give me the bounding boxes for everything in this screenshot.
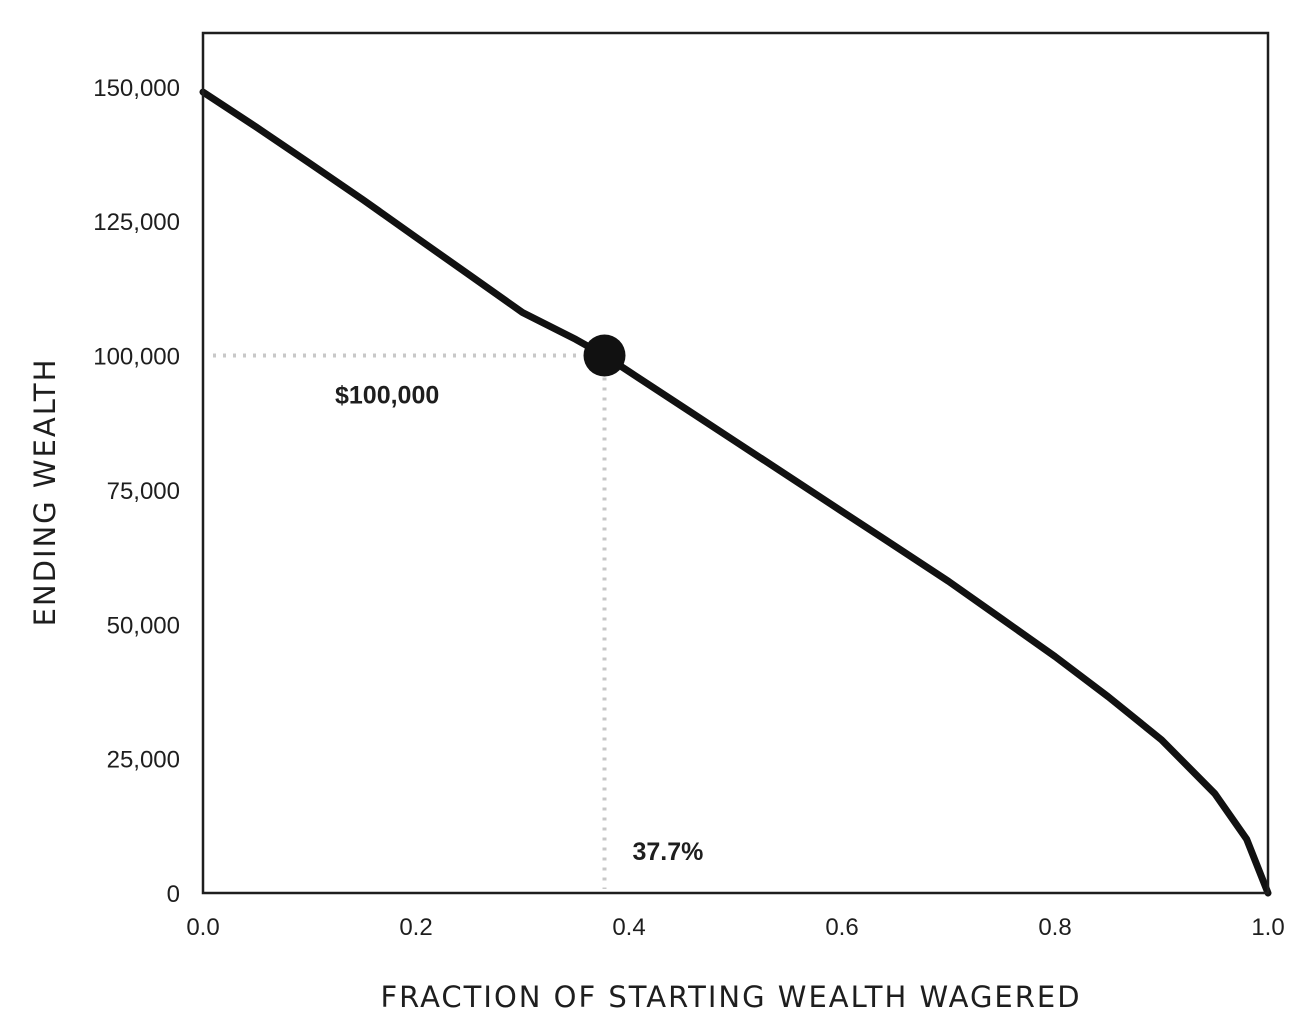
x-tick-label: 0.2 [399,914,432,941]
series-line [199,88,1272,897]
y-tick-label: 125,000 [93,209,180,236]
x-tick-label: 0.4 [612,914,645,941]
series-group [199,88,1272,897]
plot-frame [201,31,1270,895]
y-tick-label: 100,000 [93,344,180,371]
y-tick-label: 0 [167,881,180,908]
y-axis-ticks: 0 25,000 50,000 75,000 100,000 125,000 150,000 [93,75,180,908]
annotations: $100,000 37.7% [335,382,703,867]
highlight-point-marker [583,334,626,377]
y-tick-label: 150,000 [93,75,180,102]
x-axis-title: FRACTION OF STARTING WEALTH WAGERED [380,980,1081,1014]
guide-lines [213,353,607,889]
x-tick-label: 0.8 [1038,914,1071,941]
x-value-annotation: 37.7% [633,838,704,866]
y-tick-label: 75,000 [107,478,180,505]
y-value-annotation: $100,000 [335,382,439,410]
y-tick-label: 25,000 [107,747,180,774]
x-tick-label: 0.6 [825,914,858,941]
y-axis-title: ENDING WEALTH [28,358,62,627]
x-tick-label: 1.0 [1251,914,1284,941]
x-axis-ticks: 0.0 0.2 0.4 0.6 0.8 1.0 [186,914,1284,941]
y-tick-label: 50,000 [107,612,180,639]
x-tick-label: 0.0 [186,914,219,941]
